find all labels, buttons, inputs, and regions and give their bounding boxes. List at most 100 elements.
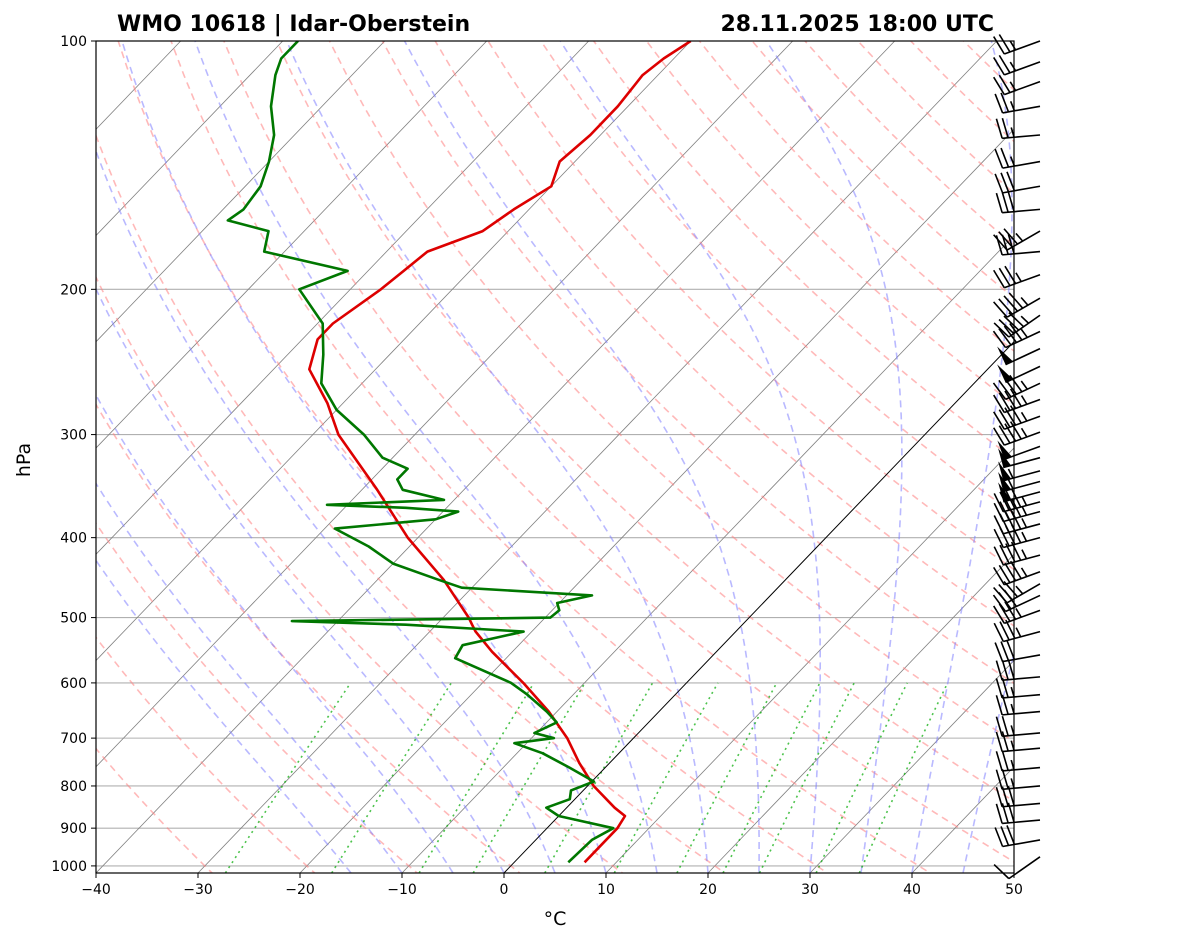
y-tick-label-700: 700 [60, 731, 87, 747]
wind-barb [993, 421, 1041, 446]
barb-feather [993, 863, 1010, 880]
barb-feather [995, 695, 1003, 716]
wind-barb [993, 74, 1041, 96]
barb-feather [1007, 479, 1014, 490]
barb-feather [1007, 468, 1014, 479]
barb-feather [1021, 518, 1028, 528]
barb-feather [1004, 390, 1017, 409]
barb-staff [1002, 785, 1041, 791]
x-axis: −40 −30 −20 −10 0 10 20 30 40 50 [81, 873, 1023, 898]
barb-staff [1005, 382, 1041, 401]
barb-feather [998, 409, 1011, 428]
mixing-ratio-line [418, 682, 535, 873]
isotherm [96, 41, 488, 449]
barb-feather [993, 76, 1005, 96]
barb-staff [1002, 185, 1041, 194]
barb-staff [1006, 583, 1041, 604]
barb-feather [1020, 427, 1028, 438]
barb-feather [1001, 731, 1009, 752]
barb-staff [1003, 456, 1041, 469]
dry-adiabat [698, 41, 1014, 352]
zero-isotherm [503, 341, 1014, 873]
mixing-ratio-line [544, 682, 654, 873]
barb-feather [993, 493, 1005, 513]
barb-staff [1004, 571, 1041, 586]
barb-feather [994, 827, 1004, 847]
x-tick-label-−10: −10 [387, 882, 417, 898]
barb-feather [1009, 405, 1022, 424]
moist-adiabat [765, 41, 903, 873]
barb-feather [998, 564, 1011, 584]
barb-staff [1008, 856, 1041, 880]
barb-staff [1002, 710, 1041, 716]
moist-adiabat [96, 481, 403, 873]
dry-adiabat [223, 41, 1014, 863]
barb-feather [993, 546, 1005, 566]
dry-adiabat [857, 41, 1014, 195]
dry-adiabat [804, 41, 1014, 247]
barb-staff [1003, 491, 1041, 503]
plot-frame [95, 40, 1015, 874]
barb-feather [1001, 768, 1009, 789]
wind-barb [997, 346, 1041, 366]
wind-barb [997, 364, 1041, 384]
barb-staff [1004, 609, 1041, 625]
barb-feather [1007, 191, 1015, 212]
wind-barb [995, 715, 1041, 738]
barb-feather [999, 621, 1010, 641]
barb-staff [1003, 470, 1041, 482]
barb-feather [1009, 560, 1022, 580]
isotherm [96, 41, 590, 555]
barb-feather [1001, 715, 1009, 736]
y-axis: 1000 900 800 700 600 500 400 300 200 100 [51, 34, 96, 875]
x-tick-label-10: 10 [597, 882, 615, 898]
barb-feather [993, 322, 1010, 338]
barb-feather [1015, 232, 1024, 242]
mixing-ratio-line [676, 682, 778, 873]
barb-feather [1001, 659, 1009, 680]
barb-feather [1021, 505, 1028, 516]
barb-feather [993, 528, 1005, 548]
wind-barb [995, 731, 1041, 753]
isotherm [197, 41, 998, 873]
temperature-profile [308, 41, 692, 864]
barb-feather [994, 642, 1004, 662]
y-tick-label-500: 500 [60, 611, 87, 627]
sounding-profiles [226, 41, 692, 864]
barb-feather [1009, 40, 1017, 51]
barb-staff [1004, 61, 1041, 76]
dry-adiabat [328, 41, 1014, 743]
barb-feather [998, 54, 1011, 74]
barb-feather [1020, 296, 1029, 306]
barb-staff [1002, 208, 1041, 214]
barb-feather [1015, 627, 1022, 638]
x-tick-label-50: 50 [1005, 882, 1023, 898]
mixing-ratio-line [224, 682, 352, 873]
barb-feather [995, 786, 1003, 807]
barb-staff [1002, 802, 1041, 808]
wind-barb [993, 265, 1041, 289]
dry-adiabat [593, 41, 1014, 460]
barb-feather [1020, 395, 1028, 405]
barb-feather [998, 583, 1013, 601]
mixing-ratio-line [613, 682, 719, 873]
barb-feather [993, 502, 1005, 522]
barb-feather [1009, 101, 1016, 112]
wind-barb [994, 147, 1041, 169]
mixing-ratio-line [722, 682, 821, 873]
isotherm [707, 553, 1014, 873]
barb-feather [1000, 147, 1010, 168]
moist-adiabat [911, 41, 1013, 873]
barb-feather [1006, 171, 1016, 192]
barb-feather [1015, 585, 1024, 595]
barb-feather [1020, 328, 1028, 338]
moist-adiabat [285, 41, 709, 873]
mixing-ratio-line [472, 682, 586, 873]
dry-adiabat [117, 41, 829, 873]
barb-feather [1004, 407, 1017, 426]
y-tick-label-300: 300 [60, 428, 87, 444]
barb-staff [1003, 523, 1041, 535]
barb-feather [993, 411, 1005, 430]
barb-feather [1003, 315, 1020, 331]
mixing-ratio-line [331, 682, 452, 873]
